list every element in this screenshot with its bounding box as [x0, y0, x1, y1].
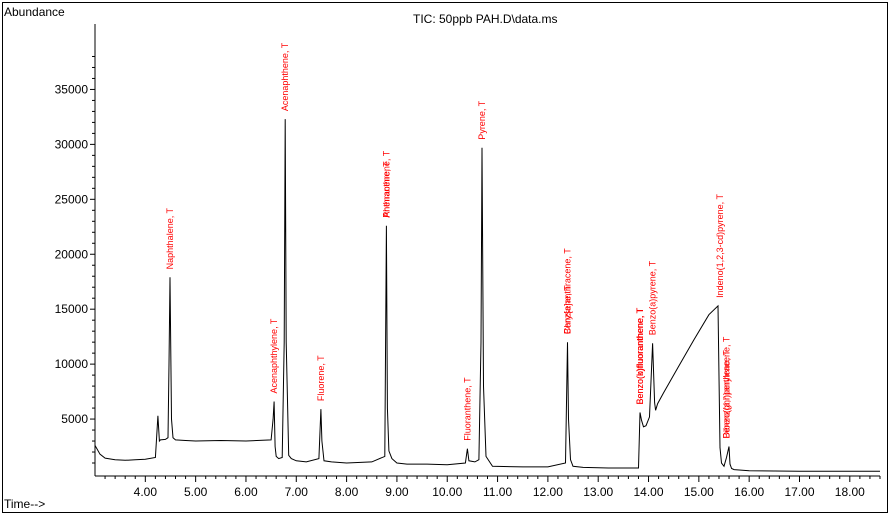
x-tick-label: 6.00: [234, 485, 258, 499]
peak-label: Fluorene, T: [316, 355, 326, 401]
peak-label: Benzo(ghi)perylene, T: [722, 350, 732, 439]
x-tick-label: 14.00: [634, 485, 664, 499]
x-tick-label: 13.00: [583, 485, 613, 499]
x-axis-label: Time-->: [4, 497, 46, 511]
peak-label: Benzo(a)pyrene, T: [648, 260, 658, 335]
y-tick-label: 15000: [55, 302, 89, 316]
peak-label: Indeno(1,2,3-cd)pyrene, T: [715, 193, 725, 297]
peak-label: Benzo(k)fluoranthene, T: [635, 308, 645, 405]
y-tick-label: 30000: [55, 137, 89, 151]
y-tick-label: 20000: [55, 247, 89, 261]
x-tick-label: 7.00: [285, 485, 309, 499]
x-tick-label: 18.00: [835, 485, 865, 499]
peak-labels-group: Naphthalene, T Acenaphthylene, T Acenaphth…: [165, 42, 732, 441]
peak-label: Dibenz(a,h)anthracene, T: [722, 336, 732, 438]
peak-label: Anthracene, T: [381, 161, 391, 218]
axes-group: 5000 10000 15000 20000 25000 30000 35000 4.00 5.…: [55, 24, 881, 499]
peak-label: Benzo(b)fluoranthene, T: [635, 307, 645, 404]
x-tick-label: 15.00: [684, 485, 714, 499]
peak-label: Fluoranthene, T: [462, 377, 472, 441]
x-tick-label: 16.00: [734, 485, 764, 499]
chart-title: TIC: 50ppb PAH.D\data.ms: [413, 12, 558, 26]
y-axis-label: Abundance: [4, 5, 65, 19]
x-tick-label: 17.00: [784, 485, 814, 499]
x-tick-label: 11.00: [483, 485, 512, 499]
tic-trace-line: [94, 119, 880, 472]
x-tick-label: 10.00: [432, 485, 462, 499]
x-tick-label: 4.00: [134, 485, 158, 499]
y-tick-label: 10000: [55, 357, 89, 371]
peak-label: Acenaphthene, T: [280, 42, 290, 111]
y-tick-label: 5000: [61, 412, 88, 426]
peak-label: Naphthalene, T: [165, 207, 175, 269]
peak-label: Benz[a]anthracene, T: [563, 248, 573, 334]
x-tick-label: 9.00: [385, 485, 409, 499]
y-tick-label: 35000: [55, 82, 89, 96]
peak-label: Acenaphthylene, T: [269, 318, 279, 393]
peak-label: Pyrene, T: [477, 100, 487, 139]
y-tick-label: 25000: [55, 192, 89, 206]
x-tick-label: 5.00: [184, 485, 208, 499]
x-tick-label: 12.00: [533, 485, 563, 499]
peak-label: Chrysene, T: [563, 285, 573, 334]
x-tick-label: 8.00: [335, 485, 359, 499]
peak-label: Phenanthrene, T: [381, 150, 391, 217]
